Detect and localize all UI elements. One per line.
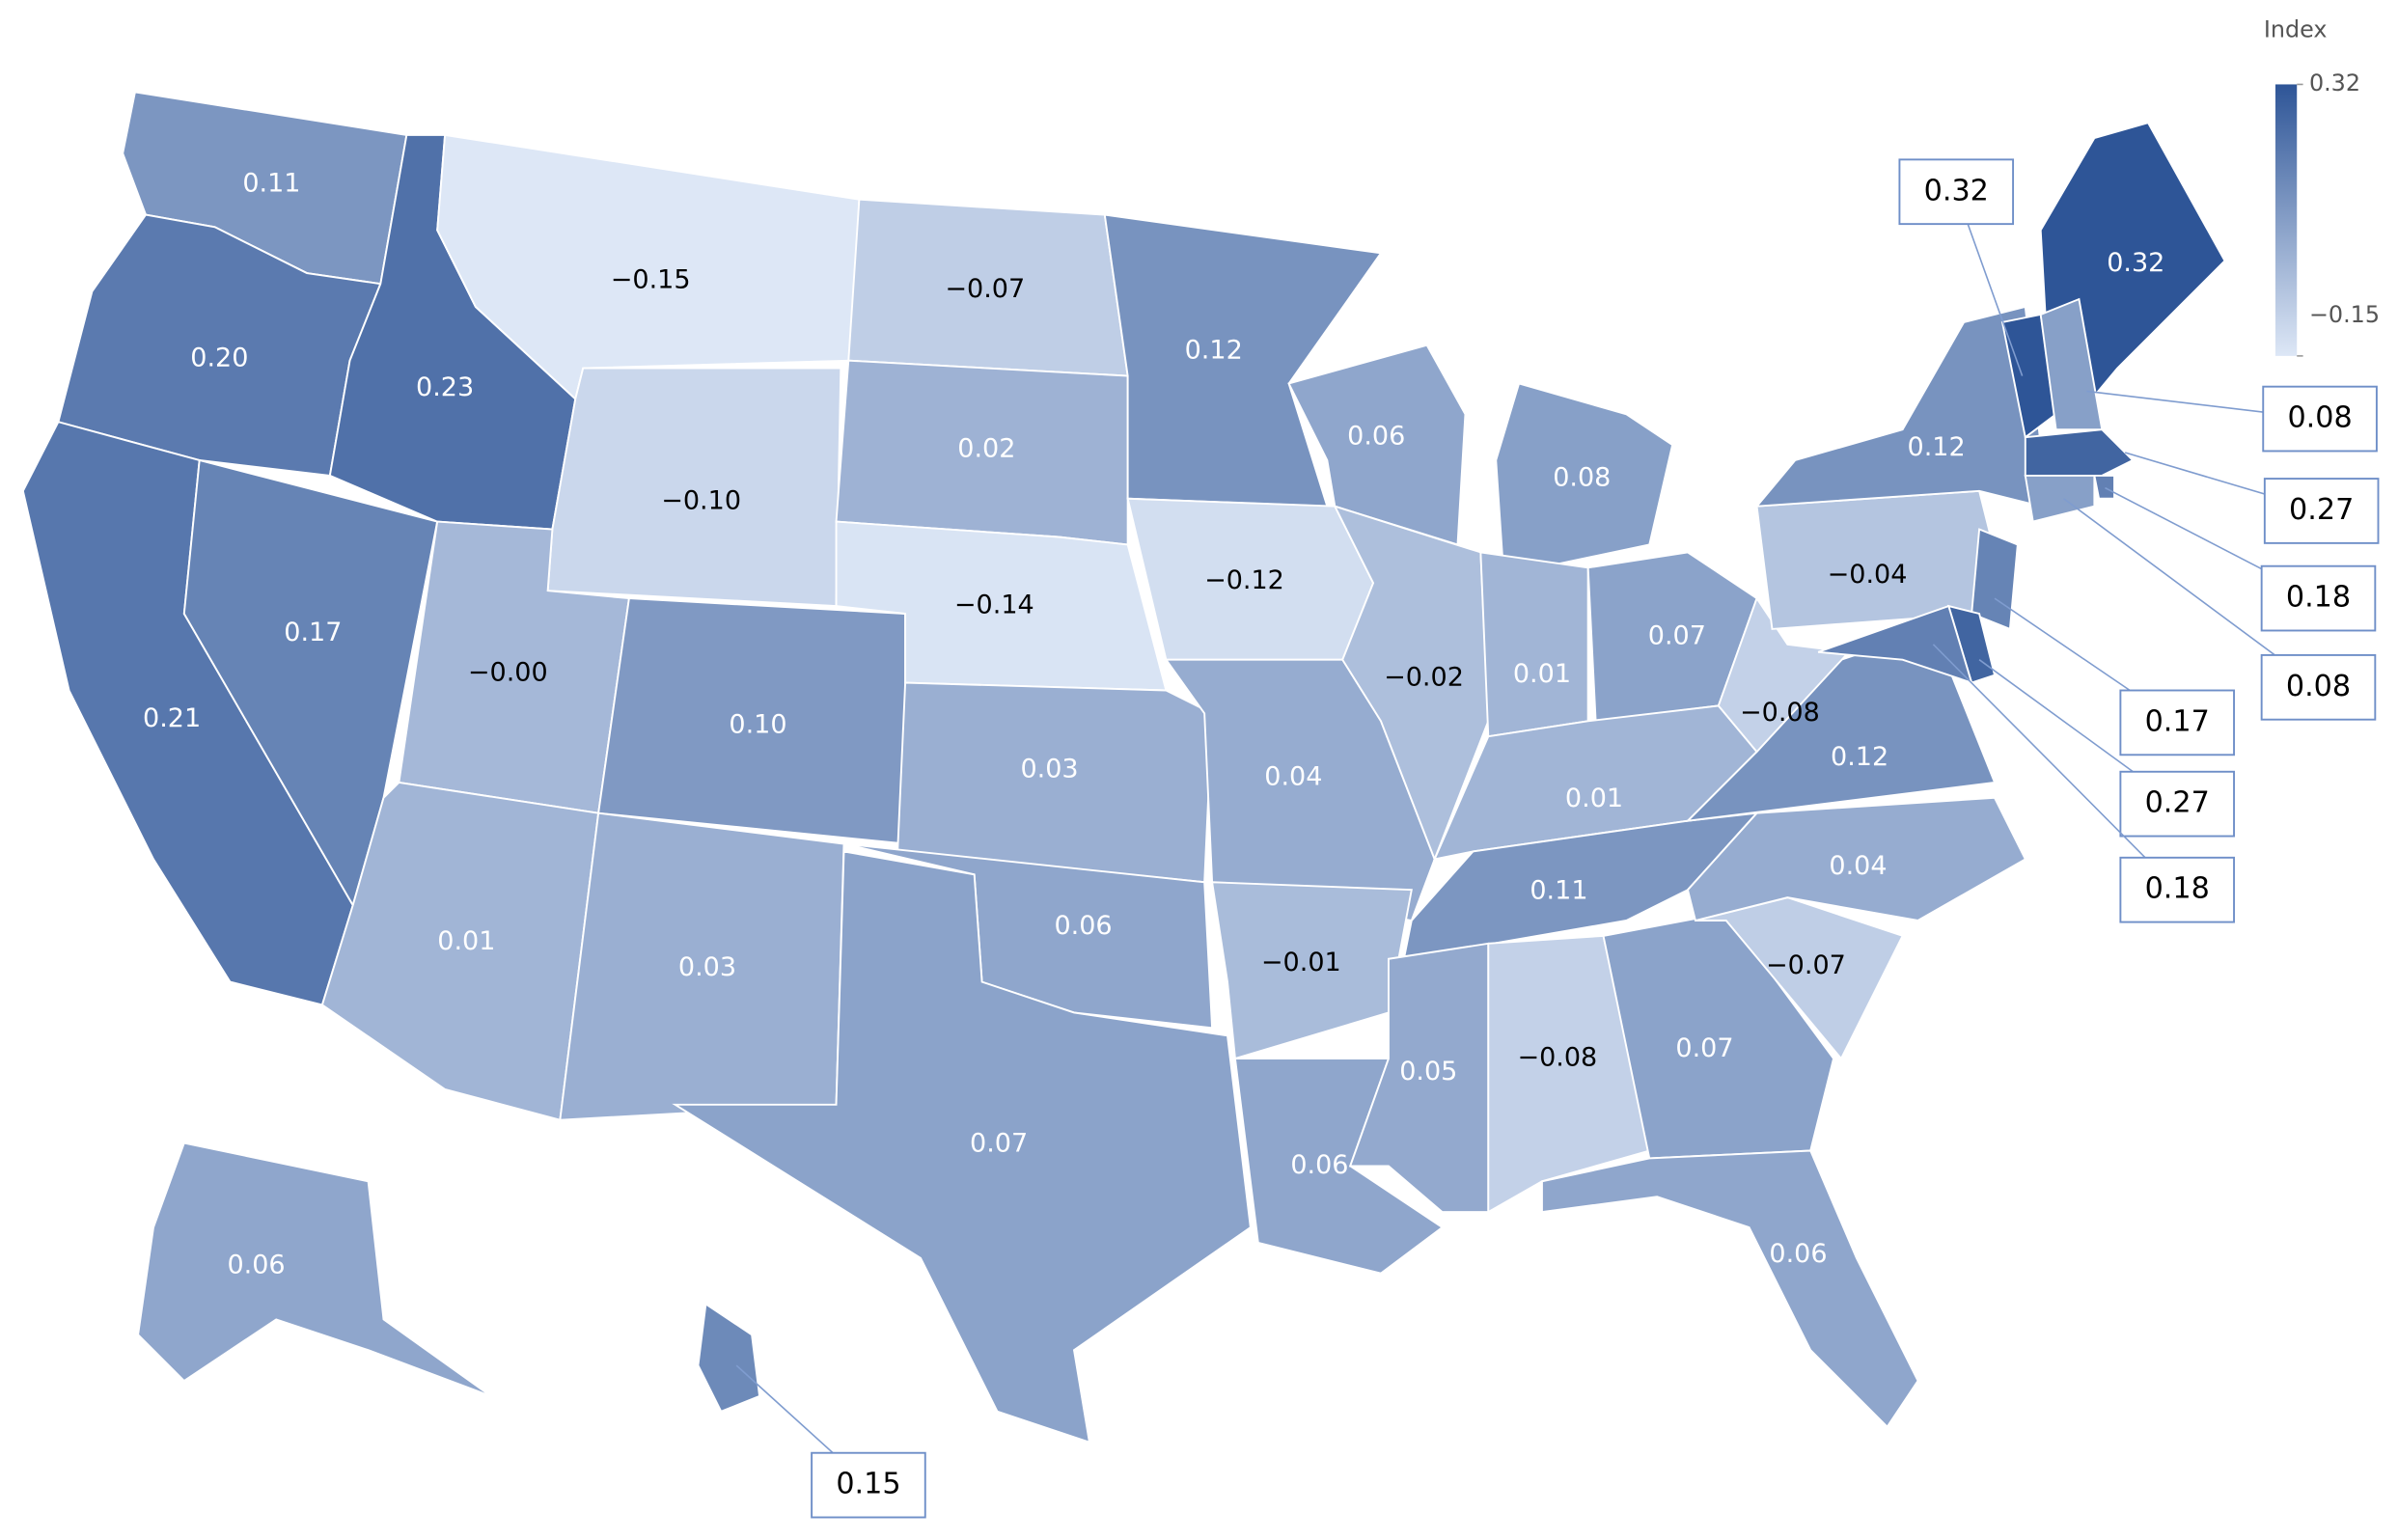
callout-line	[1932, 644, 2178, 891]
value-label: 0.03	[1020, 755, 1078, 784]
callout-box	[2119, 856, 2235, 923]
region	[137, 1141, 492, 1397]
value-label: 0.23	[416, 372, 474, 402]
legend-tick-label: 0.32	[2309, 69, 2360, 96]
value-label: 0.12	[1185, 336, 1243, 366]
region	[2024, 474, 2096, 523]
callout-label: 0.27	[2289, 493, 2354, 527]
region	[1540, 1149, 1919, 1429]
value-label: 0.01	[1513, 659, 1571, 689]
callout-label: 0.18	[2145, 872, 2210, 906]
callout-box	[2260, 653, 2377, 721]
region	[1971, 528, 2019, 631]
callout-box	[2263, 478, 2380, 544]
value-label: 0.20	[190, 344, 248, 373]
callout-box	[811, 1451, 926, 1519]
callout-box	[2119, 770, 2235, 838]
value-label: −0.08	[1517, 1043, 1597, 1073]
value-label: −0.02	[1384, 662, 1464, 692]
value-label: 0.07	[1675, 1033, 1733, 1063]
value-label: 0.07	[1648, 620, 1706, 650]
value-label: 0.12	[1908, 432, 1966, 462]
callout-box	[2119, 689, 2235, 756]
region	[697, 1302, 761, 1414]
map-body: Index 0.11 0.20 0.21 0.17 0.23 −0.15 −0.10 −0.0…	[21, 15, 2380, 1519]
callout-label: 0.08	[2286, 670, 2351, 703]
callout-label: 0.32	[1924, 174, 1989, 207]
value-label: −0.14	[954, 591, 1034, 620]
callout-label: 0.27	[2145, 786, 2210, 820]
region	[1487, 934, 1651, 1214]
value-label: −0.07	[945, 274, 1025, 304]
region	[1210, 881, 1413, 1060]
callout-label: 0.18	[2286, 581, 2351, 615]
value-label: 0.06	[1769, 1239, 1827, 1269]
value-label: 0.08	[1553, 463, 1611, 493]
callout-box	[1898, 158, 2015, 226]
legend-title: Index	[2264, 15, 2328, 42]
value-label: 0.02	[957, 433, 1015, 463]
value-label: 0.06	[1054, 911, 1112, 941]
value-label: 0.07	[970, 1129, 1028, 1159]
value-label: 0.03	[678, 952, 736, 982]
value-label: −0.15	[611, 264, 691, 294]
value-label: −0.07	[1766, 950, 1846, 980]
value-label: 0.01	[437, 926, 495, 956]
callout-box	[2260, 564, 2377, 632]
region	[1495, 382, 1674, 577]
region	[1686, 796, 2027, 922]
region	[2093, 474, 2115, 500]
value-label: 0.05	[1399, 1057, 1457, 1086]
value-label: 0.11	[242, 168, 300, 198]
value-label: 0.21	[143, 703, 201, 733]
value-label: −0.08	[1740, 698, 1820, 728]
value-label: −0.01	[1261, 948, 1341, 977]
value-label: −0.00	[468, 658, 548, 688]
value-label: 0.32	[2107, 248, 2164, 278]
callout-label: 0.08	[2287, 401, 2352, 435]
value-label: 0.06	[1290, 1150, 1348, 1180]
value-label: 0.06	[1347, 422, 1405, 452]
value-label: 0.17	[284, 618, 342, 647]
legend-tick-label: −0.15	[2309, 301, 2380, 328]
region	[1717, 595, 1851, 754]
region	[672, 850, 1252, 1444]
value-label: 0.04	[1829, 851, 1887, 881]
value-label: 0.01	[1565, 784, 1623, 813]
callout-label: 0.17	[2145, 704, 2210, 738]
value-label: 0.10	[729, 710, 786, 740]
value-label: −0.10	[661, 485, 741, 515]
value-label: 0.11	[1530, 875, 1587, 905]
region	[2024, 428, 2135, 477]
region	[1754, 305, 2042, 508]
value-label: 0.06	[227, 1250, 285, 1279]
value-label: 0.12	[1831, 742, 1888, 772]
legend-bar	[2274, 84, 2298, 356]
value-label: −0.04	[1828, 560, 1908, 590]
callout-box	[2262, 385, 2378, 453]
value-label: −0.12	[1204, 565, 1284, 595]
callout-label: 0.15	[836, 1468, 900, 1501]
region	[1479, 551, 1589, 738]
value-label: 0.04	[1264, 762, 1322, 792]
